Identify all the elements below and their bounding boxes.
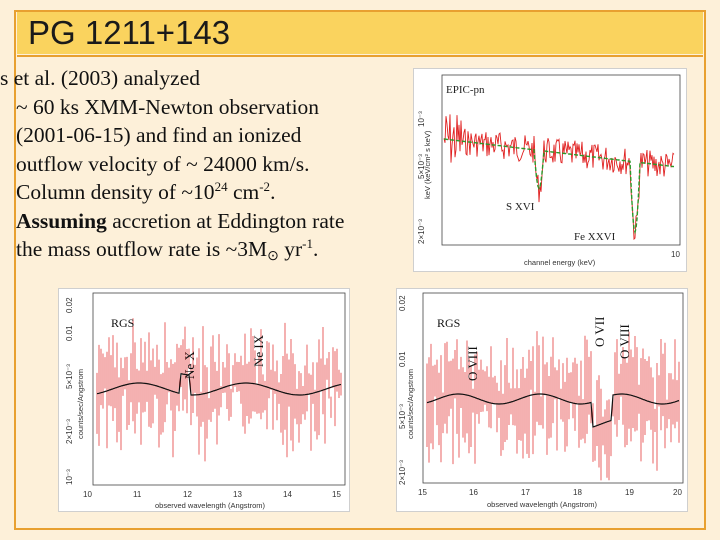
rgs-right-axes-box <box>422 292 684 484</box>
rgs-left-x-tick-1: 10 <box>83 490 92 499</box>
text-line-1: s et al. (2003) analyzed <box>0 66 200 90</box>
rgs-right-x-tick-3: 17 <box>521 488 530 497</box>
epic-pn-panel: EPIC-pn S XVI Fe XXVI 10 channel energy … <box>413 68 687 272</box>
mass-mid: yr <box>278 237 303 261</box>
rgs-right-x-tick-4: 18 <box>573 488 582 497</box>
rgs-left-y-tick-4: 2×10⁻³ <box>65 419 74 444</box>
rgs-right-x-tick-6: 20 <box>673 488 682 497</box>
rgs-right-line-label-o8-a: O VIII <box>465 346 480 381</box>
rgs-left-error-bars <box>96 318 342 462</box>
epic-ylabel: keV (keV/cm² s keV) <box>423 130 432 199</box>
epic-line-label-s16: S XVI <box>506 201 535 213</box>
mass-exp: -1 <box>302 235 313 251</box>
rgs-right-model-line <box>426 393 680 428</box>
text-line-2: ~ 60 ks XMM-Newton observation <box>16 94 320 119</box>
epic-pn-plot: EPIC-pn S XVI Fe XXVI 10 channel energy … <box>417 74 681 267</box>
rgs-right-xlabel: observed wavelength (Angstrom) <box>487 500 598 509</box>
rgs-left-x-tick-5: 14 <box>283 490 292 499</box>
cd-exp: 24 <box>214 178 228 194</box>
text-line-3: (2001-06-15) and find an ionized <box>16 123 302 147</box>
rgs-right-y-tick-3: 5×10⁻³ <box>398 404 407 429</box>
rgs-right-y-tick-1: 0.02 <box>398 295 407 311</box>
epic-y-tick-2: 5×10⁻³ <box>417 154 426 179</box>
epic-data-line <box>443 114 675 241</box>
rgs-left-line-label-ne9: Ne IX <box>251 334 266 367</box>
rgs-right-instrument-label: RGS <box>437 316 460 330</box>
rgs-left-line-label-ne10: Ne X <box>182 351 197 379</box>
rgs-right-line-label-o7: O VII <box>592 317 607 347</box>
text-line-assumption: Assuming accretion at Eddington rate <box>16 207 410 236</box>
sun-symbol: ⊙ <box>267 249 279 264</box>
rgs-left-x-tick-6: 15 <box>332 490 341 499</box>
rgs-right-error-bars <box>426 331 680 481</box>
rgs-right-y-tick-2: 0.01 <box>398 351 407 367</box>
title-rule <box>17 55 703 57</box>
rgs-right-plot: RGS O VIII O VII O VIII 15 16 17 18 19 2… <box>398 292 684 509</box>
epic-instrument-label: EPIC-pn <box>446 84 485 96</box>
rgs-right-line-label-o8-b: O VIII <box>617 324 632 359</box>
rgs-left-x-tick-4: 13 <box>233 490 242 499</box>
rgs-left-y-tick-2: 0.01 <box>65 325 74 341</box>
epic-xlabel: channel energy (keV) <box>524 258 596 267</box>
cd-prefix: Column density of ~10 <box>16 180 215 204</box>
text-line-mass-rate: the mass outflow rate is ~3M⊙ yr-1. <box>16 235 410 272</box>
rgs-right-ylabel: counts/sec/Angstrom <box>406 369 415 439</box>
epic-line-label-fe26: Fe XXVI <box>574 231 616 243</box>
epic-axes-box <box>441 74 681 246</box>
rgs-left-y-tick-5: 10⁻³ <box>65 469 74 485</box>
cd-unit-exp: -2 <box>259 178 271 194</box>
epic-x-tick: 10 <box>671 250 680 259</box>
mass-prefix: the mass outflow rate is ~3M <box>16 237 268 261</box>
rgs-left-x-tick-3: 12 <box>183 490 192 499</box>
rgs-left-instrument-label: RGS <box>111 316 134 330</box>
slide-title: PG 1211+143 <box>28 14 231 51</box>
rgs-right-x-tick-2: 16 <box>469 488 478 497</box>
rgs-left-y-tick-3: 5×10⁻³ <box>65 364 74 389</box>
rgs-left-plot: RGS Ne X Ne IX 10 11 12 13 14 15 observe… <box>65 292 346 510</box>
text-line-4: outflow velocity of ~ 24000 km/s. <box>16 151 310 176</box>
body-text: s et al. (2003) analyzed ~ 60 ks XMM-New… <box>0 64 410 272</box>
rgs-left-xlabel: observed wavelength (Angstrom) <box>155 501 266 510</box>
rgs-right-x-tick-5: 19 <box>625 488 634 497</box>
mass-suffix: . <box>312 237 319 261</box>
text-line-column-density: Column density of ~1024 cm-2. <box>16 178 410 207</box>
epic-y-tick-1: 10⁻³ <box>417 111 426 127</box>
title-bar <box>17 12 703 54</box>
cd-suffix: . <box>270 180 276 204</box>
rgs-left-panel: RGS Ne X Ne IX 10 11 12 13 14 15 observe… <box>58 288 350 512</box>
epic-model-line <box>443 138 675 235</box>
rgs-left-ylabel: counts/sec/Angstrom <box>76 369 85 439</box>
assumption-rest: accretion at Eddington rate <box>106 208 345 233</box>
rgs-right-y-tick-4: 2×10⁻³ <box>398 460 407 485</box>
rgs-left-model-line <box>96 372 342 396</box>
rgs-left-x-tick-2: 11 <box>133 490 142 499</box>
assumption-bold: Assuming <box>16 208 107 233</box>
slide-frame <box>14 10 706 530</box>
rgs-left-axes-box <box>92 292 346 486</box>
rgs-left-y-tick-1: 0.02 <box>65 297 74 313</box>
epic-y-tick-3: 2×10⁻³ <box>417 219 426 244</box>
rgs-right-x-tick-1: 15 <box>418 488 427 497</box>
cd-unit: cm <box>227 180 260 204</box>
rgs-right-panel: RGS O VIII O VII O VIII 15 16 17 18 19 2… <box>396 288 688 512</box>
